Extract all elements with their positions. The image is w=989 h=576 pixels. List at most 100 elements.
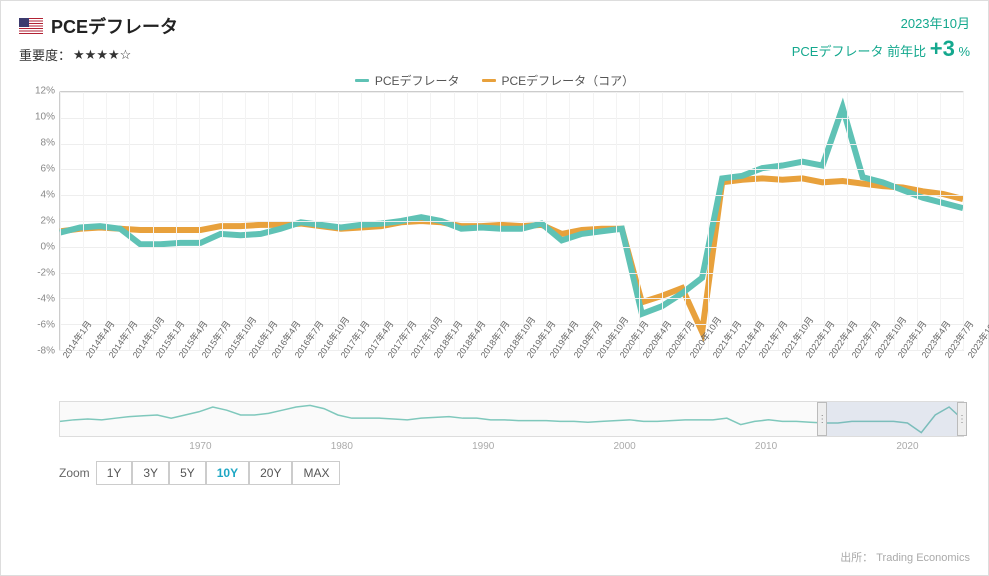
grid-line-v bbox=[407, 92, 408, 350]
zoom-button-max[interactable]: MAX bbox=[292, 461, 340, 485]
grid-line-v bbox=[778, 92, 779, 350]
zoom-label: Zoom bbox=[59, 466, 90, 480]
overview-labels: 197019801990200020102020 bbox=[59, 441, 964, 455]
grid-line-v bbox=[917, 92, 918, 350]
y-axis: -8%-6%-4%-2%0%2%4%6%8%10%12% bbox=[21, 91, 55, 351]
zoom-button-5y[interactable]: 5Y bbox=[169, 461, 206, 485]
legend-item[interactable]: PCEデフレータ bbox=[355, 72, 460, 89]
title-row: PCEデフレータ bbox=[19, 13, 178, 39]
source-attribution: 出所： Trading Economics bbox=[840, 549, 970, 565]
grid-line-v bbox=[60, 92, 61, 350]
grid-line-v bbox=[268, 92, 269, 350]
grid-line-v bbox=[199, 92, 200, 350]
grid-line-v bbox=[685, 92, 686, 350]
page-title: PCEデフレータ bbox=[51, 13, 178, 39]
grid-line-v bbox=[801, 92, 802, 350]
delta-prefix: PCEデフレータ 前年比 bbox=[792, 44, 926, 59]
grid-line-v bbox=[731, 92, 732, 350]
grid-line-h bbox=[60, 273, 963, 274]
grid-line-v bbox=[361, 92, 362, 350]
grid-line-h bbox=[60, 144, 963, 145]
grid-line-v bbox=[870, 92, 871, 350]
grid-line-v bbox=[83, 92, 84, 350]
y-tick: 6% bbox=[41, 164, 55, 175]
grid-line-v bbox=[894, 92, 895, 350]
y-tick: 2% bbox=[41, 216, 55, 227]
y-tick: 0% bbox=[41, 242, 55, 253]
grid-line-h bbox=[60, 221, 963, 222]
zoom-controls: Zoom 1Y3Y5Y10Y20YMAX bbox=[59, 461, 970, 485]
header: PCEデフレータ 重要度： ★★★★☆ 2023年10月 PCEデフレータ 前年… bbox=[19, 13, 970, 64]
grid-line-v bbox=[963, 92, 964, 350]
y-tick: 10% bbox=[35, 112, 55, 123]
grid-line-v bbox=[176, 92, 177, 350]
source-prefix: 出所： bbox=[840, 552, 873, 564]
delta-value: +3 bbox=[930, 36, 955, 61]
grid-line-h bbox=[60, 118, 963, 119]
header-left: PCEデフレータ 重要度： ★★★★☆ bbox=[19, 13, 178, 64]
y-tick: -8% bbox=[37, 346, 55, 357]
grid-line-v bbox=[245, 92, 246, 350]
y-tick: -4% bbox=[37, 294, 55, 305]
importance-stars: ★★★★☆ bbox=[73, 47, 131, 63]
grid-line-v bbox=[824, 92, 825, 350]
importance-row: 重要度： ★★★★☆ bbox=[19, 45, 178, 64]
overview-year-label: 1970 bbox=[189, 441, 211, 452]
current-date: 2023年10月 bbox=[792, 13, 970, 32]
grid-line-h bbox=[60, 298, 963, 299]
y-tick: -2% bbox=[37, 268, 55, 279]
y-tick: 8% bbox=[41, 138, 55, 149]
grid-line-h bbox=[60, 247, 963, 248]
y-tick: 4% bbox=[41, 190, 55, 201]
zoom-button-10y[interactable]: 10Y bbox=[206, 461, 249, 485]
grid-line-v bbox=[129, 92, 130, 350]
y-tick: -6% bbox=[37, 320, 55, 331]
legend-item[interactable]: PCEデフレータ（コア） bbox=[482, 72, 635, 89]
overview-year-label: 2000 bbox=[614, 441, 636, 452]
delta-suffix: % bbox=[958, 44, 970, 59]
overview-year-label: 1980 bbox=[331, 441, 353, 452]
grid-line-v bbox=[639, 92, 640, 350]
grid-line-v bbox=[338, 92, 339, 350]
grid-line-v bbox=[569, 92, 570, 350]
grid-line-v bbox=[755, 92, 756, 350]
grid-line-v bbox=[454, 92, 455, 350]
series-a-line bbox=[60, 107, 963, 313]
y-tick: 12% bbox=[35, 86, 55, 97]
grid-line-v bbox=[546, 92, 547, 350]
legend-swatch bbox=[482, 79, 496, 82]
flag-us-icon bbox=[19, 18, 43, 34]
grid-line-v bbox=[315, 92, 316, 350]
grid-line-v bbox=[523, 92, 524, 350]
grid-line-v bbox=[708, 92, 709, 350]
grid-line-v bbox=[847, 92, 848, 350]
overview-window[interactable]: ⋮ ⋮ bbox=[821, 402, 963, 436]
series-b-line bbox=[60, 178, 963, 332]
grid-line-v bbox=[222, 92, 223, 350]
grid-line-v bbox=[430, 92, 431, 350]
overview-handle-left[interactable]: ⋮ bbox=[817, 402, 827, 436]
grid-line-v bbox=[940, 92, 941, 350]
zoom-button-1y[interactable]: 1Y bbox=[96, 461, 133, 485]
delta-summary: PCEデフレータ 前年比 +3 % bbox=[792, 36, 970, 62]
grid-line-v bbox=[384, 92, 385, 350]
grid-line-h bbox=[60, 169, 963, 170]
grid-line-h bbox=[60, 92, 963, 93]
chart-area[interactable] bbox=[59, 91, 964, 351]
zoom-button-3y[interactable]: 3Y bbox=[132, 461, 169, 485]
legend-label: PCEデフレータ bbox=[375, 72, 460, 89]
grid-line-v bbox=[500, 92, 501, 350]
grid-line-v bbox=[616, 92, 617, 350]
main-chart[interactable]: -8%-6%-4%-2%0%2%4%6%8%10%12% bbox=[59, 91, 964, 351]
overview-year-label: 2020 bbox=[896, 441, 918, 452]
zoom-button-20y[interactable]: 20Y bbox=[249, 461, 292, 485]
grid-line-v bbox=[593, 92, 594, 350]
grid-line-v bbox=[662, 92, 663, 350]
legend-label: PCEデフレータ（コア） bbox=[502, 72, 635, 89]
overview-year-label: 2010 bbox=[755, 441, 777, 452]
overview-handle-right[interactable]: ⋮ bbox=[957, 402, 967, 436]
legend: PCEデフレータ PCEデフレータ（コア） bbox=[19, 72, 970, 89]
header-right: 2023年10月 PCEデフレータ 前年比 +3 % bbox=[792, 13, 970, 62]
grid-line-v bbox=[292, 92, 293, 350]
overview-chart[interactable]: ⋮ ⋮ bbox=[59, 401, 964, 437]
